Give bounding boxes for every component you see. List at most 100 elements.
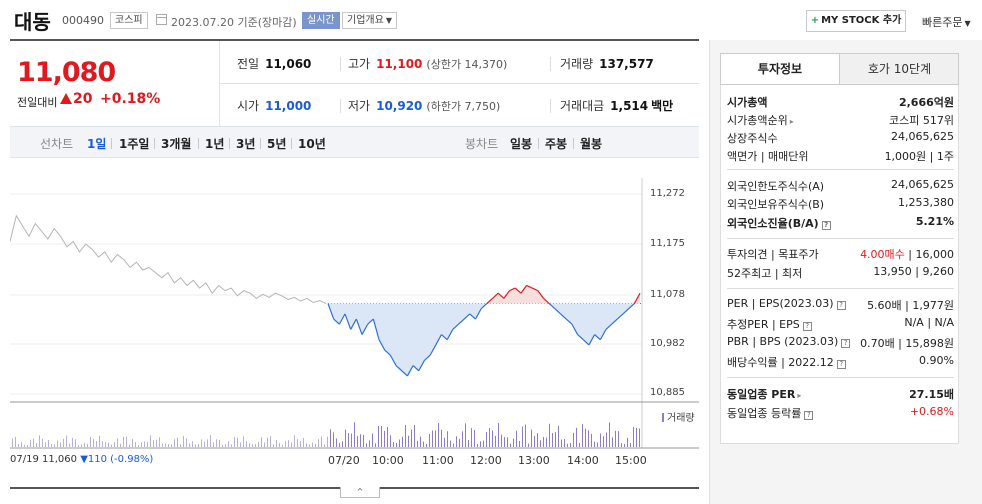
volume-bar <box>78 444 79 447</box>
today-line-segment <box>350 318 357 330</box>
volume-bar <box>351 433 352 447</box>
divider <box>340 99 341 113</box>
today-line-segment <box>412 365 420 372</box>
info-row: 외국인보유주식수(B) 1,253,380 <box>727 196 954 214</box>
today-line-segment <box>537 290 545 299</box>
volume-bar <box>630 443 631 447</box>
volume-bar <box>171 444 172 447</box>
tab-candle-monthly[interactable]: 월봉 <box>580 137 603 151</box>
volume-bar <box>555 432 556 447</box>
today-line-segment <box>384 349 391 356</box>
today-line-segment <box>548 303 556 310</box>
volume-bar <box>87 443 88 447</box>
tab-investment-info[interactable]: 투자정보 <box>721 54 840 84</box>
volume-bar <box>531 429 532 447</box>
tab-period-1d[interactable]: 1일 <box>87 137 107 151</box>
volume-bar <box>234 436 235 447</box>
volume-bar <box>282 444 283 447</box>
volume-bar <box>333 432 334 447</box>
volume-bar <box>300 440 301 447</box>
info-row-label: 외국인한도주식수(A) <box>727 180 825 193</box>
quick-order-button[interactable]: 빠른주문 ▼ <box>922 14 971 30</box>
volume-bar <box>90 437 91 447</box>
divider <box>538 138 539 149</box>
info-row-label: 액면가 | 매매단위 <box>727 150 809 163</box>
help-icon[interactable]: ? <box>804 411 814 420</box>
current-price: 11,080 <box>17 57 116 88</box>
intraday-chart[interactable]: 11,272 11,175 11,078 10,982 10,885 거래량 0… <box>10 158 699 488</box>
today-line-segment <box>565 318 573 325</box>
company-info-dropdown[interactable]: 기업개요 ▼ <box>342 12 397 29</box>
volume-bar <box>438 422 439 447</box>
volume-bar <box>36 443 37 447</box>
info-row: 동일업종 등락률? +0.68% <box>727 405 954 423</box>
help-icon[interactable]: ? <box>836 301 846 310</box>
volume-bar <box>543 436 544 447</box>
tab-candle-weekly[interactable]: 주봉 <box>545 137 568 151</box>
open-price: 시가 11,000 <box>237 99 312 113</box>
info-row: 동일업종 PER ▸ 27.15배 <box>727 386 954 404</box>
volume-bar <box>63 438 64 447</box>
divider <box>727 169 954 170</box>
volume-bar <box>84 442 85 447</box>
info-row: 투자의견 | 목표주가 4.00매수 | 16,000 <box>727 246 954 264</box>
tab-period-3y[interactable]: 3년 <box>236 137 256 151</box>
chevron-right-icon[interactable]: ▸ <box>789 117 794 126</box>
volume-bar <box>123 436 124 447</box>
chevron-right-icon[interactable]: ▸ <box>797 391 802 400</box>
help-icon[interactable]: ? <box>802 322 812 331</box>
help-icon[interactable]: ? <box>821 221 831 230</box>
volume-bar <box>69 443 70 447</box>
today-line-segment <box>463 313 471 320</box>
volume-bar <box>297 439 298 447</box>
volume-bar <box>18 443 19 447</box>
info-row-label: 외국인소진율(B/A)? <box>727 215 831 231</box>
tab-period-3m[interactable]: 3개월 <box>161 137 192 151</box>
tab-orderbook-10[interactable]: 호가 10단계 <box>867 62 932 76</box>
divider <box>340 57 341 71</box>
tab-period-1y[interactable]: 1년 <box>205 137 225 151</box>
page-header: 대동 000490 코스피 2023.07.20 기준(장마감) 실시간 기업개… <box>0 0 982 40</box>
today-line-segment <box>560 313 567 320</box>
volume-bar <box>633 427 634 447</box>
volume-bar <box>627 437 628 447</box>
help-icon[interactable]: ? <box>841 339 851 348</box>
today-line-segment <box>389 354 397 366</box>
tab-candle-daily[interactable]: 일봉 <box>510 137 533 151</box>
volume-bar <box>129 444 130 447</box>
volume-bar <box>483 440 484 447</box>
x-tick-label: 15:00 <box>615 454 647 467</box>
y-tick-label: 11,175 <box>650 238 685 249</box>
volume-bar <box>45 442 46 447</box>
volume-bar <box>201 439 202 447</box>
today-line-segment <box>599 329 607 341</box>
volume-bar <box>285 441 286 447</box>
volume-bar <box>441 429 442 447</box>
add-mystock-button[interactable]: + MY STOCK 추가 <box>806 10 906 32</box>
info-row-value: 0.90% <box>919 354 954 367</box>
volume-bar <box>243 436 244 447</box>
divider <box>550 99 551 113</box>
info-row-value: 1,253,380 <box>898 196 954 209</box>
info-row-label: 동일업종 등락률? <box>727 405 814 421</box>
volume-bar <box>507 437 508 447</box>
live-tag[interactable]: 실시간 <box>302 12 340 29</box>
today-line-segment <box>531 287 539 292</box>
volume-bar <box>477 443 478 447</box>
tab-period-1w[interactable]: 1주일 <box>119 137 150 151</box>
help-icon[interactable]: ? <box>836 360 846 369</box>
volume-bar <box>402 436 403 447</box>
volume-bar <box>525 424 526 447</box>
volume-bar <box>405 425 406 447</box>
company-info-label: 기업개요 <box>347 15 384 26</box>
line-chart-label: 선차트 <box>40 137 74 151</box>
collapse-chart-toggle[interactable]: ^ <box>340 487 380 498</box>
volume: 거래량 137,577 <box>560 57 654 71</box>
volume-bar <box>99 435 100 447</box>
volume-bar <box>474 429 475 447</box>
today-line-segment <box>458 318 465 325</box>
today-line-segment <box>577 334 584 341</box>
tab-period-5y[interactable]: 5년 <box>267 137 287 151</box>
volume-bar <box>318 439 319 447</box>
tab-period-10y[interactable]: 10년 <box>298 137 326 151</box>
